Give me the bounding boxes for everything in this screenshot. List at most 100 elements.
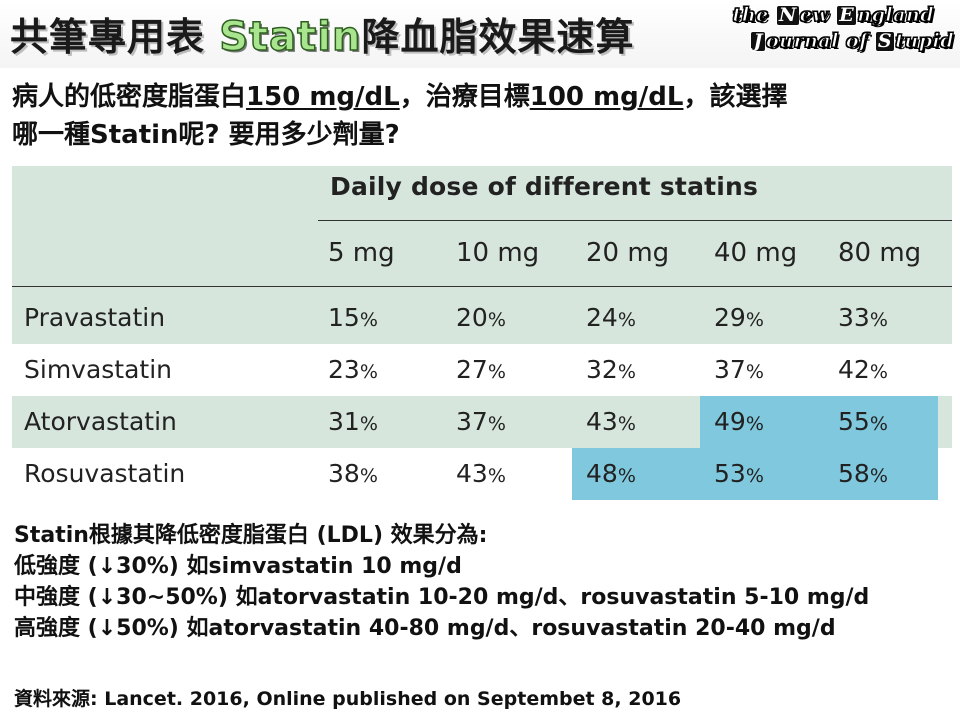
percent-sign: % (617, 361, 636, 383)
question-part: ，該選擇 (683, 82, 788, 112)
reduction-value: 42 (838, 355, 870, 384)
info-heading: Statin根據其降低密度脂蛋白 (LDL) 效果分為: (14, 523, 488, 548)
statin-name: Simvastatin (24, 355, 173, 384)
logo-text: ngland (857, 4, 934, 27)
info-low-intensity: 低強度 (↓30%) 如simvastatin 10 mg/d (14, 554, 462, 579)
title-text-before: 共筆專用表 (10, 15, 220, 59)
reduction-value: 38 (328, 459, 360, 488)
ldl-reduction-cell: 43% (442, 448, 572, 500)
reduction-value: 24 (586, 303, 618, 332)
statin-dose-table: Daily dose of different statins 5 mg 10 m… (12, 166, 952, 500)
percent-sign: % (869, 361, 888, 383)
percent-sign: % (359, 361, 378, 383)
ldl-reduction-cell: 55% (824, 396, 938, 448)
reduction-value: 15 (328, 303, 360, 332)
percent-sign: % (359, 465, 378, 487)
reduction-value: 37 (714, 355, 746, 384)
dose-header: 40 mg (714, 238, 798, 268)
ldl-reduction-cell: 58% (824, 448, 938, 500)
table-row: Simvastatin 23% 27% 32% 37% 42% (12, 344, 952, 396)
reduction-value: 37 (456, 407, 488, 436)
logo-cap: E (836, 5, 858, 26)
dose-header: 80 mg (838, 238, 922, 268)
header-rule (12, 286, 952, 287)
reduction-value: 48 (586, 459, 618, 488)
percent-sign: % (487, 413, 506, 435)
ldl-reduction-cell: 38% (314, 448, 442, 500)
statin-name: Atorvastatin (24, 407, 177, 436)
reduction-value: 20 (456, 303, 488, 332)
info-high-intensity: 高強度 (↓50%) 如atorvastatin 40-80 mg/d、rosu… (14, 616, 836, 641)
percent-sign: % (745, 465, 764, 487)
ldl-reduction-cell: 29% (700, 292, 824, 344)
statin-name: Pravastatin (24, 303, 166, 332)
ldl-reduction-cell: 43% (572, 396, 700, 448)
ldl-reduction-cell: 23% (314, 344, 442, 396)
percent-sign: % (869, 413, 888, 435)
reduction-value: 27 (456, 355, 488, 384)
dose-header: 20 mg (586, 238, 670, 268)
ldl-reduction-cell: 31% (314, 396, 442, 448)
ldl-reduction-cell: 33% (824, 292, 938, 344)
percent-sign: % (359, 413, 378, 435)
page-title: 共筆專用表 Statin降血脂效果速算 (10, 6, 634, 61)
ldl-reduction-cell: 37% (442, 396, 572, 448)
reduction-value: 43 (456, 459, 488, 488)
percent-sign: % (359, 309, 378, 331)
table-group-title: Daily dose of different statins (330, 172, 759, 201)
percent-sign: % (745, 361, 764, 383)
reduction-value: 23 (328, 355, 360, 384)
reduction-value: 43 (586, 407, 618, 436)
logo-text: ew (799, 4, 837, 27)
ldl-reduction-cell: 48% (572, 448, 700, 500)
target-value: 100 mg/dL (529, 82, 684, 112)
title-text-after: 降血脂效果速算 (361, 15, 635, 59)
percent-sign: % (745, 309, 764, 331)
ldl-reduction-cell: 37% (700, 344, 824, 396)
reduction-value: 32 (586, 355, 618, 384)
logo-cap: N (775, 5, 800, 26)
percent-sign: % (869, 465, 888, 487)
question-part: 病人的低密度脂蛋白 (12, 82, 247, 112)
question-text: 病人的低密度脂蛋白150 mg/dL，治療目標100 mg/dL，該選擇 哪一種… (12, 78, 952, 154)
reduction-value: 55 (838, 407, 870, 436)
ldl-reduction-cell: 20% (442, 292, 572, 344)
ldl-reduction-cell: 49% (700, 396, 824, 448)
ldl-reduction-cell: 24% (572, 292, 700, 344)
logo-text: tupid (895, 30, 954, 53)
reduction-value: 33 (838, 303, 870, 332)
question-line-1: 病人的低密度脂蛋白150 mg/dL，治療目標100 mg/dL，該選擇 (12, 78, 952, 116)
logo-text: ournal of (765, 30, 875, 53)
ldl-reduction-cell: 53% (700, 448, 824, 500)
table-row: Pravastatin 15% 20% 24% 29% 33% (12, 292, 952, 344)
percent-sign: % (869, 309, 888, 331)
percent-sign: % (487, 309, 506, 331)
dose-header: 5 mg (328, 238, 395, 268)
table-row: Rosuvastatin 38% 43% 48% 53% 58% (12, 448, 952, 500)
title-statin-word: Statin (218, 13, 362, 61)
logo-cap: J (750, 31, 766, 52)
table-row: Atorvastatin 31% 37% 43% 49% 55% (12, 396, 952, 448)
ldl-reduction-cell: 27% (442, 344, 572, 396)
percent-sign: % (487, 361, 506, 383)
ldl-reduction-cell: 15% (314, 292, 442, 344)
reduction-value: 31 (328, 407, 360, 436)
intensity-info: Statin根據其降低密度脂蛋白 (LDL) 效果分為: 低強度 (↓30%) … (14, 520, 944, 644)
dose-header: 10 mg (456, 238, 540, 268)
ldl-value: 150 mg/dL (246, 82, 400, 112)
question-part: ，治療目標 (399, 82, 530, 112)
reduction-value: 29 (714, 303, 746, 332)
percent-sign: % (487, 465, 506, 487)
group-title-rule (318, 220, 952, 221)
ldl-reduction-cell: 42% (824, 344, 938, 396)
reduction-value: 49 (714, 407, 746, 436)
source-citation: 資料來源: Lancet. 2016, Online published on … (14, 688, 682, 710)
info-moderate-intensity: 中強度 (↓30~50%) 如atorvastatin 10-20 mg/d、r… (14, 585, 870, 610)
percent-sign: % (617, 413, 636, 435)
logo-text: the (732, 4, 776, 27)
percent-sign: % (745, 413, 764, 435)
